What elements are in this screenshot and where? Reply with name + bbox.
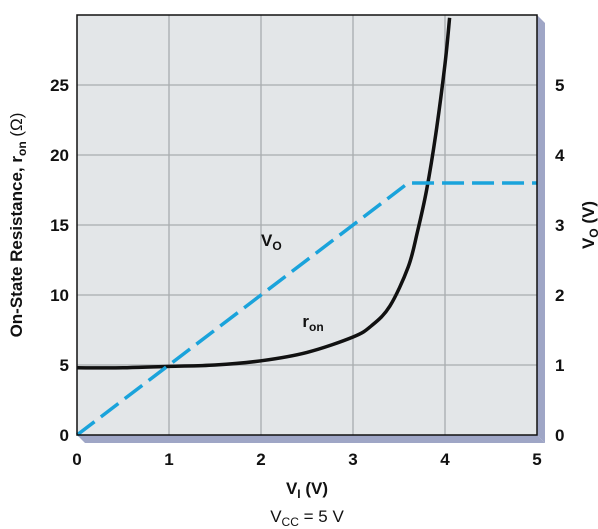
y-left-tick-label: 0 [60, 426, 69, 445]
vcc-annotation-rest: = 5 V [299, 507, 345, 526]
y-right-axis-title: VO (V) [579, 201, 598, 249]
plot-frame-shadow [77, 15, 545, 443]
series-label-vo-sub: O [272, 239, 281, 253]
y-right-tick-label: 5 [555, 76, 564, 95]
x-tick-label: 1 [164, 450, 173, 469]
y-right-tick-label: 0 [555, 426, 564, 445]
y-right-tick-label: 2 [555, 286, 564, 305]
y-right-axis-title-sub: O [587, 228, 598, 237]
y-left-axis-title-prefix: On-State Resistance, r [7, 156, 26, 338]
y-left-tick-label: 15 [50, 216, 69, 235]
y-right-tick-label: 3 [555, 216, 564, 235]
x-tick-label: 2 [256, 450, 265, 469]
shadow-right [537, 15, 545, 443]
x-tick-label: 3 [348, 450, 357, 469]
y-right-axis-title-unit: (V) [579, 201, 598, 228]
x-axis-title-main: V [286, 479, 298, 498]
series-line-vo [75, 181, 537, 437]
series-layer [75, 17, 537, 437]
x-tick-label: 4 [440, 450, 450, 469]
plot-frame [76, 14, 538, 436]
y-left-axis-title-unit: (Ω) [7, 113, 26, 142]
series-label-ron-sub: on [309, 320, 324, 334]
x-tick-label: 5 [532, 450, 541, 469]
y-right-tick-label: 4 [555, 146, 565, 165]
y-left-tick-label: 25 [50, 76, 69, 95]
vcc-annotation-sub: CC [282, 515, 300, 529]
y-left-tick-label: 20 [50, 146, 69, 165]
series-label-ron: ron [302, 312, 323, 334]
y-right-axis-title-main: V [579, 237, 598, 249]
grid [77, 15, 537, 435]
vcc-annotation: VCC = 5 V [270, 507, 344, 529]
x-tick-label: 0 [72, 450, 81, 469]
series-label-vo-main: V [261, 231, 273, 250]
series-line-ron [76, 17, 452, 370]
y-right-tick-label: 1 [555, 356, 564, 375]
series-label-vo: VO [261, 231, 282, 253]
y-left-axis-title-sub: on [15, 141, 29, 156]
y-left-tick-label: 5 [60, 356, 69, 375]
y-left-axis-title: On-State Resistance, ron (Ω) [7, 113, 29, 338]
x-axis-title-sub: I [297, 487, 300, 501]
x-axis-title: VI (V) [286, 479, 328, 501]
vcc-annotation-main: V [270, 507, 282, 526]
shadow-bottom [77, 435, 545, 443]
series-label-ron-main: r [302, 312, 309, 331]
y-left-tick-label: 10 [50, 286, 69, 305]
x-axis-title-unit: (V) [301, 479, 328, 498]
